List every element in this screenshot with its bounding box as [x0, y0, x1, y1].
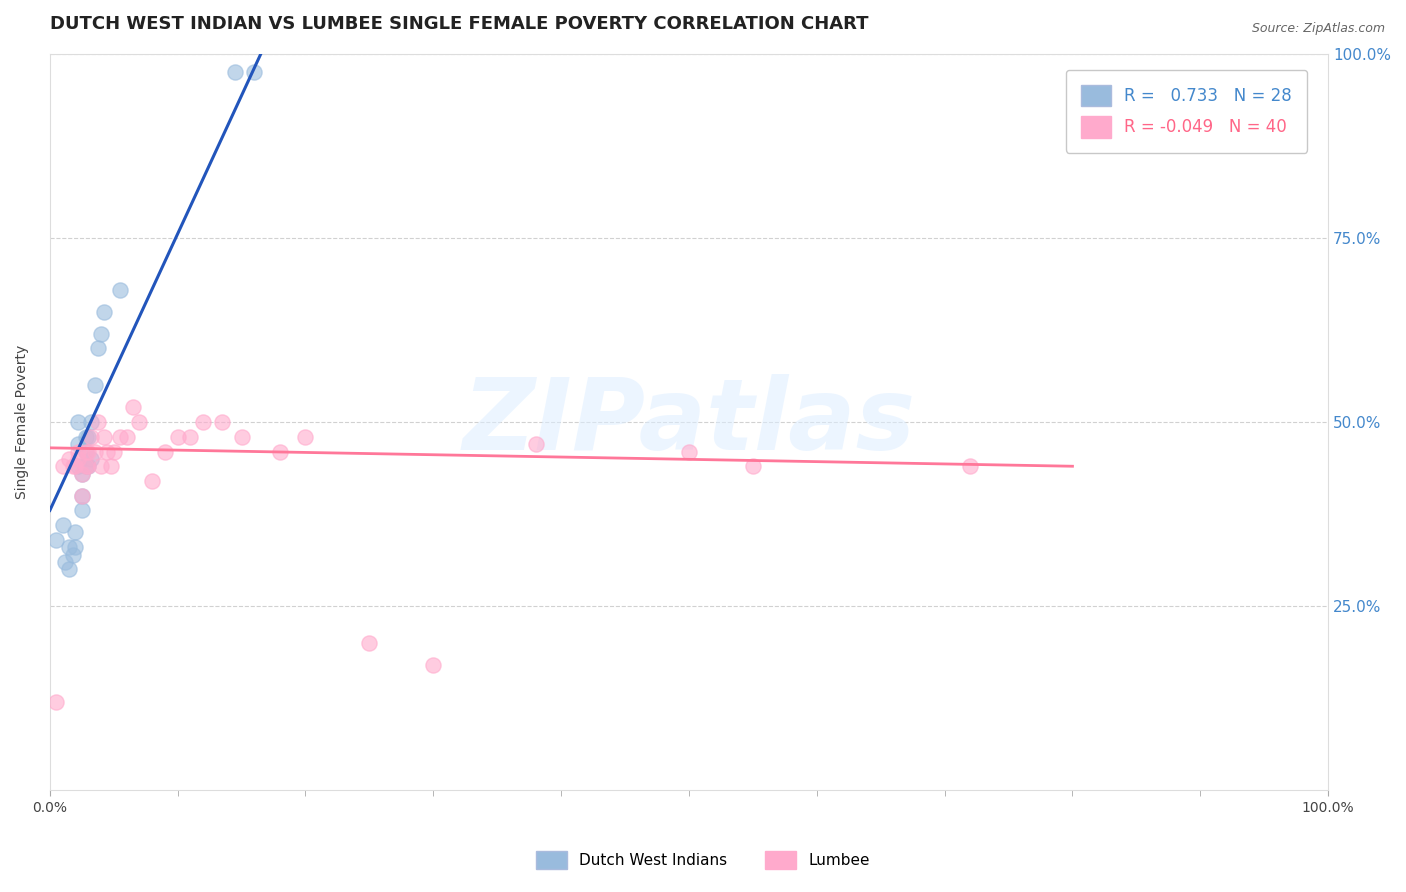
- Point: [524, 437, 547, 451]
- Point: [83, 378, 105, 392]
- Point: [678, 444, 700, 458]
- Point: [959, 459, 981, 474]
- Point: [77, 459, 100, 474]
- Point: [166, 430, 188, 444]
- Point: [70, 467, 93, 481]
- Point: [90, 459, 112, 474]
- Point: [741, 459, 763, 474]
- Point: [231, 430, 253, 444]
- Point: [80, 451, 103, 466]
- Y-axis label: Single Female Poverty: Single Female Poverty: [15, 345, 30, 500]
- Point: [66, 444, 89, 458]
- Point: [75, 459, 97, 474]
- Point: [103, 444, 125, 458]
- Point: [141, 474, 163, 488]
- Point: [75, 444, 97, 458]
- Point: [62, 459, 84, 474]
- Point: [422, 658, 444, 673]
- Point: [108, 283, 131, 297]
- Point: [45, 695, 67, 709]
- Point: [66, 459, 89, 474]
- Point: [58, 562, 80, 576]
- Point: [70, 503, 93, 517]
- Point: [93, 430, 115, 444]
- Point: [122, 401, 145, 415]
- Text: DUTCH WEST INDIAN VS LUMBEE SINGLE FEMALE POVERTY CORRELATION CHART: DUTCH WEST INDIAN VS LUMBEE SINGLE FEMAL…: [49, 15, 869, 33]
- Point: [359, 636, 381, 650]
- Point: [294, 430, 316, 444]
- Point: [65, 525, 87, 540]
- Point: [52, 459, 75, 474]
- Point: [53, 555, 76, 569]
- Point: [77, 444, 100, 458]
- Point: [66, 415, 89, 429]
- Point: [153, 444, 176, 458]
- Point: [96, 444, 118, 458]
- Point: [269, 444, 291, 458]
- Point: [66, 451, 89, 466]
- Point: [93, 304, 115, 318]
- Text: ZIPatlas: ZIPatlas: [463, 374, 915, 471]
- Point: [70, 489, 93, 503]
- Point: [58, 451, 80, 466]
- Point: [65, 540, 87, 554]
- Point: [224, 65, 246, 79]
- Point: [128, 415, 150, 429]
- Point: [65, 459, 87, 474]
- Point: [80, 430, 103, 444]
- Point: [77, 430, 100, 444]
- Point: [211, 415, 233, 429]
- Text: Source: ZipAtlas.com: Source: ZipAtlas.com: [1251, 22, 1385, 36]
- Point: [66, 437, 89, 451]
- Point: [108, 430, 131, 444]
- Point: [70, 467, 93, 481]
- Point: [87, 415, 110, 429]
- Point: [62, 548, 84, 562]
- Point: [115, 430, 138, 444]
- Legend: Dutch West Indians, Lumbee: Dutch West Indians, Lumbee: [530, 845, 876, 875]
- Point: [179, 430, 201, 444]
- Point: [193, 415, 215, 429]
- Point: [83, 444, 105, 458]
- Point: [75, 430, 97, 444]
- Point: [75, 459, 97, 474]
- Point: [80, 415, 103, 429]
- Point: [58, 540, 80, 554]
- Point: [45, 533, 67, 547]
- Point: [75, 444, 97, 458]
- Point: [100, 459, 122, 474]
- Point: [90, 326, 112, 341]
- Point: [52, 518, 75, 533]
- Point: [87, 342, 110, 356]
- Legend: R =   0.733   N = 28, R = -0.049   N = 40: R = 0.733 N = 28, R = -0.049 N = 40: [1066, 70, 1308, 153]
- Point: [77, 459, 100, 474]
- Point: [70, 489, 93, 503]
- Point: [243, 65, 266, 79]
